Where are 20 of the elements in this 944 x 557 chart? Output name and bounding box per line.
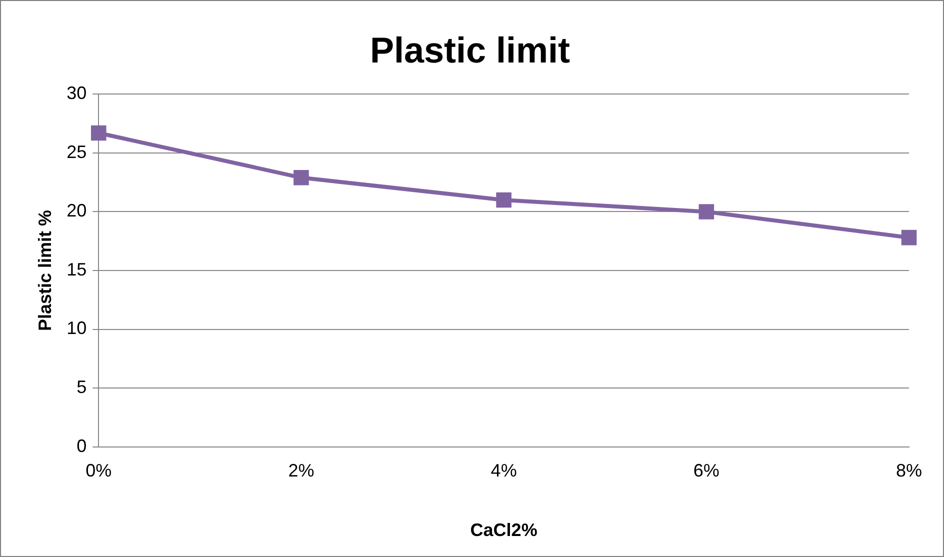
x-tick-label: 2% bbox=[288, 460, 314, 481]
x-tick-label: 8% bbox=[896, 460, 922, 481]
point bbox=[496, 192, 512, 208]
x-tick-label: 4% bbox=[490, 460, 517, 481]
x-axis-title: CaCl2% bbox=[470, 520, 538, 540]
x-tick-label: 0% bbox=[86, 460, 112, 481]
y-tick-label: 30 bbox=[66, 83, 87, 104]
y-tick-label: 20 bbox=[66, 200, 87, 221]
y-tick-label: 10 bbox=[66, 318, 87, 338]
chart-title: Plastic limit bbox=[370, 30, 570, 71]
point bbox=[294, 170, 309, 186]
y-tick-label: 0 bbox=[76, 436, 87, 456]
y-tick-label: 25 bbox=[66, 142, 87, 162]
x-tick-label: 6% bbox=[693, 460, 720, 481]
point bbox=[698, 204, 714, 220]
y-axis-title: Plastic limit % bbox=[34, 210, 55, 332]
y-tick-label: 5 bbox=[76, 377, 87, 397]
y-tick-label: 15 bbox=[66, 259, 87, 280]
point bbox=[90, 125, 106, 141]
point bbox=[901, 230, 917, 246]
